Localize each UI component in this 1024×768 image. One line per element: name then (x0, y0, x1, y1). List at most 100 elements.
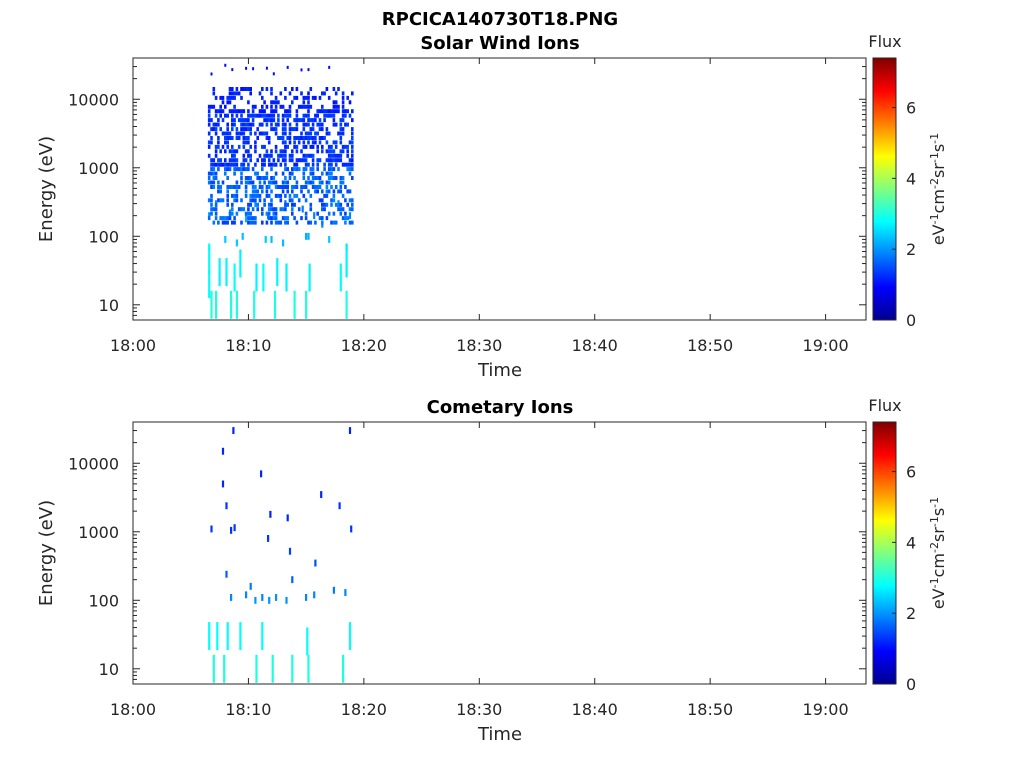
spectrogram-bin (263, 109, 266, 114)
spectrogram-bin (316, 109, 319, 114)
spectrogram-bin (221, 95, 225, 100)
spectrogram-bin (288, 131, 292, 136)
spectrogram-bin (231, 113, 234, 118)
spectrogram-bin (210, 136, 213, 140)
spectrogram-bin (339, 140, 343, 145)
spectrogram-bin (323, 207, 326, 212)
spectrogram-bin (300, 185, 303, 189)
spectrogram-bin (270, 91, 273, 96)
x-tick-label: 18:30 (456, 700, 502, 719)
spectrogram-bin (302, 127, 306, 132)
spectrogram-bin (281, 189, 285, 194)
spectrogram-bin (224, 63, 227, 67)
spectrogram-bin (311, 158, 315, 163)
spectrogram-bin (270, 118, 273, 123)
spectrogram-bin (261, 104, 264, 109)
plot-frame (132, 57, 867, 321)
spectrogram-bin (305, 232, 308, 240)
spectrogram-bin (249, 113, 252, 118)
spectrogram-bin (318, 118, 322, 123)
spectrogram-bin (323, 202, 326, 207)
spectrogram-bin (274, 127, 278, 132)
spectrogram-bin (341, 144, 345, 149)
spectrogram-bin (217, 180, 220, 185)
spectrogram-bin (207, 176, 211, 180)
spectrogram-bin (267, 140, 271, 145)
spectrogram-bin (207, 109, 211, 114)
spectrogram-bin (304, 131, 308, 136)
spectrogram-bin (325, 140, 329, 145)
spectrogram-bin (318, 176, 322, 180)
spectrogram-bin (214, 162, 218, 167)
spectrogram-bin (247, 211, 250, 216)
spectrogram-bin (247, 149, 250, 154)
spectrogram-bin (293, 118, 296, 123)
spectrogram-bin (295, 122, 299, 127)
spectrogram-bin (327, 162, 331, 167)
spectrogram-bin (279, 136, 283, 140)
spectrogram-bin (323, 193, 326, 198)
spectrogram-bin (228, 162, 232, 167)
spectrogram-bin (304, 211, 308, 216)
spectrogram-bin (341, 109, 345, 114)
spectrogram-bin (281, 171, 285, 176)
spectrogram-bin (295, 162, 299, 167)
spectrogram-bin (288, 171, 292, 176)
spectrogram-bin (261, 109, 264, 114)
spectrogram-bin (304, 144, 308, 149)
spectrogram-bin (291, 189, 294, 194)
spectrogram-bin (279, 104, 283, 109)
spectrogram-bin (318, 216, 322, 221)
spectrogram-bin (233, 95, 236, 100)
spectrogram-bin (214, 95, 218, 100)
plot-frame (132, 421, 867, 685)
spectrogram-bin (235, 239, 238, 247)
spectrogram-bin (293, 140, 296, 145)
spectrogram-bin (286, 136, 289, 140)
spectrogram-bin (255, 263, 258, 292)
panel-title: Cometary Ions (427, 397, 574, 418)
spectrogram-bin (244, 176, 248, 180)
spectrogram-bin (228, 167, 232, 172)
spectrogram-bin (270, 109, 273, 114)
spectrogram-bin (251, 189, 255, 194)
spectrogram-bin (277, 113, 280, 118)
spectrogram-bin (217, 189, 220, 194)
spectrogram-bin (249, 211, 252, 216)
spectrogram-bin (212, 180, 216, 185)
spectrogram-bin (281, 140, 285, 145)
spectrogram-bin (226, 216, 229, 221)
spectrogram-bin (330, 144, 333, 149)
spectrogram-bin (311, 144, 315, 149)
spectrogram-bin (270, 207, 273, 212)
spectrogram-bin (272, 180, 276, 185)
spectrogram-bin (258, 109, 262, 114)
spectrogram-bin (244, 211, 248, 216)
spectrogram-bin (330, 185, 333, 189)
spectrogram-bin (254, 198, 257, 203)
spectrogram-bin (265, 131, 269, 136)
y-axis-label: Energy (eV) (36, 500, 57, 606)
spectrogram-bin (217, 198, 220, 203)
spectrogram-bin (284, 131, 287, 136)
spectrogram-bin (351, 118, 354, 123)
spectrogram-bin (304, 216, 308, 221)
spectrogram-bin (332, 586, 335, 594)
spectrogram-bin (316, 131, 319, 136)
x-axis-label: Time (477, 360, 522, 381)
spectrogram-bin (254, 216, 257, 221)
spectrogram-bin (237, 131, 241, 136)
spectrogram-bin (277, 100, 280, 105)
spectrogram-bin (261, 131, 264, 136)
spectrogram-bin (327, 211, 331, 216)
spectrogram-bin (261, 144, 264, 149)
spectrogram-bin (221, 162, 225, 167)
spectrogram-bin (270, 149, 273, 154)
spectrogram-bin (274, 149, 278, 154)
spectrogram-bin (330, 167, 333, 172)
spectrogram-bin (249, 176, 252, 180)
spectrogram-bin (327, 144, 331, 149)
spectrogram-bin (214, 127, 218, 132)
spectrogram-bin (293, 216, 296, 221)
spectrogram-bin (226, 131, 229, 136)
